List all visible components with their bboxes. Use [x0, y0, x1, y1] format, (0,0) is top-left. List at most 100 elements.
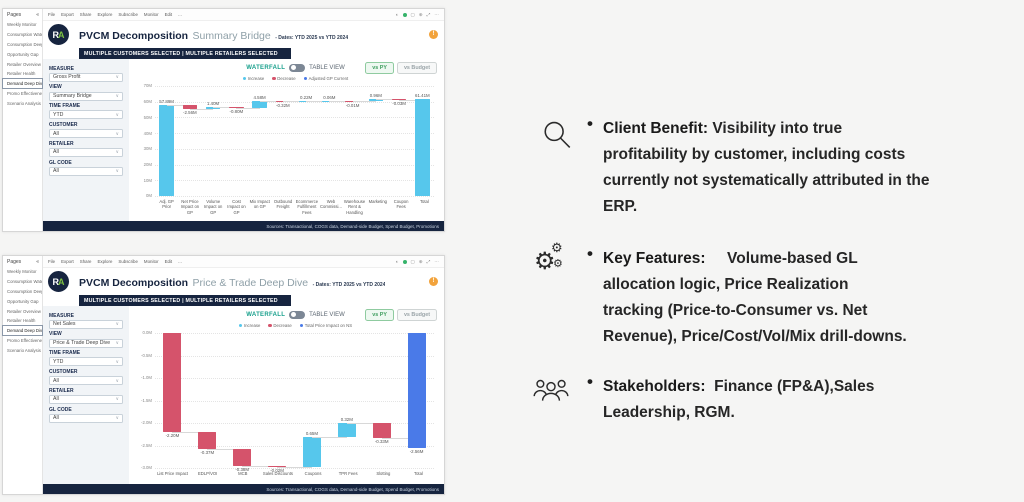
filter-dropdown-customer[interactable]: All ∨: [49, 376, 123, 386]
sidebar-page-opportunity-gap[interactable]: Opportunity Gap: [7, 51, 39, 57]
toolbar-subscribe-button[interactable]: Subscribe: [118, 259, 138, 264]
presence-dot[interactable]: [402, 12, 407, 17]
toolbar-explore-button[interactable]: Explore: [97, 12, 113, 17]
sidebar-page-opportunity-gap[interactable]: Opportunity Gap: [7, 298, 39, 304]
sidebar-page-demand-deep-dive[interactable]: Demand Deep Dive: [2, 77, 43, 90]
waterfall-bar-3[interactable]: [229, 106, 244, 109]
zoom-menu-icon[interactable]: ⊕: [418, 11, 423, 17]
pages-list: Weekly Monitor Consumption Waterfall Consu…: [2, 20, 43, 108]
waterfall-bar-4[interactable]: [252, 100, 267, 109]
toolbar-export-button[interactable]: Export: [61, 12, 74, 17]
waterfall-bar-0[interactable]: [159, 105, 174, 196]
sidebar-page-scenario-analysis[interactable]: Scenario Analysis: [7, 347, 41, 353]
toolbar--button[interactable]: ...: [178, 259, 182, 264]
legend-item: Decrease: [268, 323, 292, 328]
gridline: [155, 117, 434, 119]
filter-dropdown-measure[interactable]: Net Sales ∨: [49, 319, 123, 329]
filter-label: VIEW: [49, 84, 62, 91]
filter-dropdown-retailer[interactable]: All ∨: [49, 147, 123, 157]
collapse-sidebar-icon[interactable]: «: [36, 12, 39, 18]
sidebar-page-weekly-monitor[interactable]: Weekly Monitor: [7, 22, 37, 28]
toolbar-edit-button[interactable]: Edit: [164, 259, 173, 264]
toolbar-monitor-button[interactable]: Monitor: [143, 12, 159, 17]
toolbar--button[interactable]: ...: [178, 12, 182, 17]
bar-value-label: -2.20M: [165, 433, 180, 438]
waterfall-bar-0[interactable]: [163, 333, 182, 432]
sidebar-page-retailer-overview[interactable]: Retailer Overview: [7, 308, 41, 314]
toolbar-export-button[interactable]: Export: [61, 259, 74, 264]
filter-dropdown-gl-code[interactable]: All ∨: [49, 166, 123, 176]
presence-dot[interactable]: [402, 259, 407, 264]
toolbar-edit-button[interactable]: Edit: [164, 12, 173, 17]
sidebar-page-consumption-deep-dive[interactable]: Consumption Deep Dive: [7, 41, 42, 47]
sidebar-page-retailer-health[interactable]: Retailer Health: [7, 318, 36, 324]
sidebar-page-consumption-deep-dive[interactable]: Consumption Deep Dive: [7, 288, 42, 294]
filter-dropdown-view[interactable]: Price & Trade Deep Dive ∨: [49, 338, 123, 348]
sidebar-page-consumption-waterfall[interactable]: Consumption Waterfall: [7, 32, 42, 38]
sidebar-page-scenario-analysis[interactable]: Scenario Analysis: [7, 100, 41, 106]
waterfall-bar-2[interactable]: [233, 448, 252, 466]
sidebar-page-demand-deep-dive[interactable]: Demand Deep Dive: [2, 324, 43, 337]
filter-dropdown-view[interactable]: Summary Bridge ∨: [49, 91, 123, 101]
view-menu-icon[interactable]: ▢: [410, 258, 415, 264]
copilot-icon[interactable]: ◐: [395, 259, 399, 264]
sidebar-page-retailer-health[interactable]: Retailer Health: [7, 71, 36, 77]
button-vs-budget[interactable]: vs Budget: [396, 309, 437, 321]
sidebar-page-promo-effectiveness-be-[interactable]: Promo Effectiveness Be..: [7, 337, 42, 343]
collapse-sidebar-icon[interactable]: «: [36, 259, 39, 265]
toolbar-file-button[interactable]: File: [48, 259, 56, 264]
zoom-menu-icon[interactable]: ⊕: [418, 258, 423, 264]
compare-buttons: vs PY vs Budget: [365, 62, 437, 74]
sidebar-page-retailer-overview[interactable]: Retailer Overview: [7, 61, 41, 67]
filter-dropdown-time-frame[interactable]: YTD ∨: [49, 110, 123, 120]
info-icon[interactable]: !: [429, 30, 438, 39]
waterfall-bar-1[interactable]: [182, 105, 198, 110]
expand-icon[interactable]: ⤢: [426, 259, 431, 264]
waterfall-bar-6[interactable]: [298, 101, 314, 103]
view-menu-icon[interactable]: ▢: [410, 11, 415, 17]
bullet-text: Volume-based GL allocation logic, Price …: [603, 250, 907, 345]
view-toggle[interactable]: [289, 63, 306, 72]
report-title: PVCM Decomposition: [79, 276, 189, 289]
waterfall-bar-1[interactable]: [198, 432, 217, 449]
waterfall-bar-10[interactable]: [391, 99, 407, 101]
filter-dropdown-measure[interactable]: Gross Profit ∨: [49, 72, 123, 82]
filter-dropdown-gl-code[interactable]: All ∨: [49, 413, 123, 423]
sidebar-page-consumption-waterfall[interactable]: Consumption Waterfall: [7, 279, 42, 285]
waterfall-bar-4[interactable]: [302, 437, 321, 467]
waterfall-bar-7[interactable]: [322, 100, 337, 102]
toolbar-share-button[interactable]: Share: [79, 12, 92, 17]
expand-icon[interactable]: ⤢: [426, 12, 431, 17]
waterfall-bar-6[interactable]: [372, 423, 391, 438]
toolbar-subscribe-button[interactable]: Subscribe: [118, 12, 138, 17]
filter-dropdown-customer[interactable]: All ∨: [49, 129, 123, 139]
button-vs-py[interactable]: vs PY: [365, 62, 394, 74]
benefits-panel: • Client Benefit: Visibility into true p…: [530, 0, 1022, 502]
waterfall-bar-5[interactable]: [275, 100, 291, 102]
toolbar-explore-button[interactable]: Explore: [97, 259, 113, 264]
copilot-icon[interactable]: ◐: [395, 12, 399, 17]
waterfall-bar-9[interactable]: [368, 99, 384, 101]
waterfall-bar-5[interactable]: [337, 423, 356, 438]
waterfall-bar-11[interactable]: [415, 99, 430, 196]
view-toggle[interactable]: [289, 310, 306, 319]
more-icon[interactable]: ⋯: [434, 11, 439, 17]
sidebar-page-promo-effectiveness-be-[interactable]: Promo Effectiveness Be..: [7, 90, 42, 96]
report-dates: - Dates: YTD 2025 vs YTD 2024: [275, 34, 349, 41]
filter-dropdown-retailer[interactable]: All ∨: [49, 394, 123, 404]
filter-dropdown-time-frame[interactable]: YTD ∨: [49, 357, 123, 367]
sidebar-page-weekly-monitor[interactable]: Weekly Monitor: [7, 269, 37, 275]
info-icon[interactable]: !: [429, 277, 438, 286]
more-icon[interactable]: ⋯: [434, 258, 439, 264]
waterfall-chart: 70M 60M 50M 40M 30M 20M 10M 0M 57.89M -2.56M 1.40M…: [144, 83, 434, 198]
button-vs-budget[interactable]: vs Budget: [396, 62, 437, 74]
button-vs-py[interactable]: vs PY: [365, 309, 394, 321]
waterfall-bar-8[interactable]: [345, 100, 360, 102]
waterfall-bar-2[interactable]: [205, 106, 221, 110]
sources-footer: Sources: Transactional, COGS data, Deman…: [43, 221, 444, 231]
toolbar-share-button[interactable]: Share: [79, 259, 92, 264]
waterfall-bar-7[interactable]: [407, 333, 426, 449]
toolbar-file-button[interactable]: File: [48, 12, 56, 17]
waterfall-bar-3[interactable]: [268, 465, 287, 467]
toolbar-monitor-button[interactable]: Monitor: [143, 259, 159, 264]
